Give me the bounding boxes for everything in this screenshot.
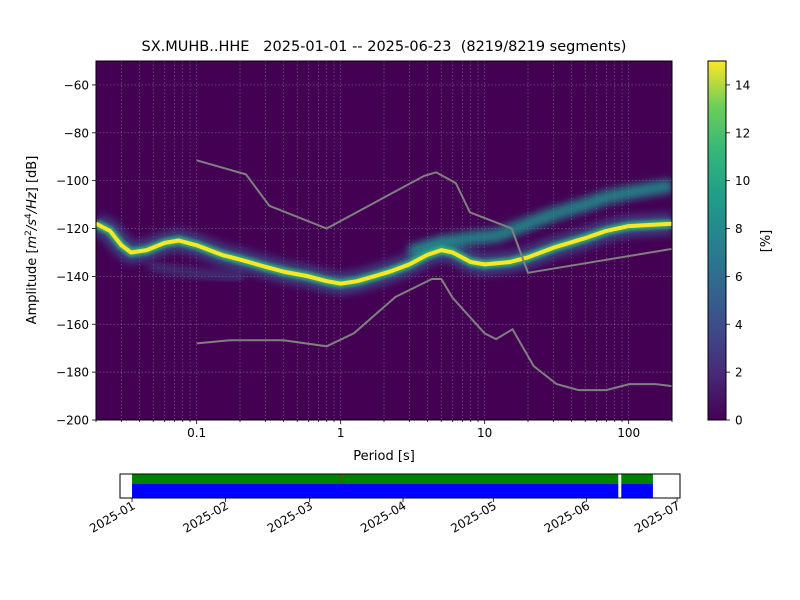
timeline-tick-label: 2025-01: [87, 498, 137, 535]
timeline-tick-label: 2025-07: [632, 498, 682, 535]
noise-model-high-line: [196, 159, 672, 274]
x-axis: 0.1 1 10 100: [95, 420, 673, 440]
colorbar-tick-label: 0: [735, 414, 743, 428]
timeline-tick-label: 2025-05: [448, 498, 498, 535]
x-tick-label: 100: [617, 426, 640, 440]
y-tick-label: −100: [56, 174, 89, 188]
timeline-tick-label: 2025-02: [180, 498, 230, 535]
chart-title: SX.MUHB..HHE 2025-01-01 -- 2025-06-23 (8…: [142, 39, 627, 55]
noise-model-low-line: [196, 278, 672, 392]
y-tick-label: −160: [56, 318, 89, 332]
y-axis-label: Amplitude [m2/s4/Hz] [dB]: [24, 156, 40, 325]
y-tick-label: −200: [56, 414, 89, 428]
coverage-bar-bottom: [132, 484, 653, 498]
colorbar-tick-label: 8: [735, 222, 743, 236]
timeline-tick-label: 2025-03: [265, 498, 315, 535]
noise-models: [196, 159, 672, 392]
timeline-tick-label: 2025-06: [542, 498, 592, 535]
psd-upper-band: [407, 178, 672, 260]
x-tick-label: 0.1: [187, 426, 206, 440]
colorbar-tick-label: 12: [735, 126, 750, 140]
timeline-tick-label: 2025-04: [358, 498, 408, 535]
colorbar-tick-label: 2: [735, 366, 743, 380]
colorbar-tick-label: 4: [735, 318, 743, 332]
colorbar-tick-label: 10: [735, 174, 750, 188]
y-tick-label: −180: [56, 366, 89, 380]
timeline-frame: [119, 473, 681, 499]
colorbar-label: [%]: [759, 230, 774, 253]
x-tick-label: 10: [477, 426, 492, 440]
colorbar: [707, 60, 727, 421]
y-tick-label: −120: [56, 222, 89, 236]
x-axis-label: Period [s]: [353, 449, 415, 464]
y-tick-label: −80: [64, 126, 89, 140]
timeline: 2025-01 2025-02 2025-03 2025-04 2025-05 2025-…: [87, 473, 682, 536]
y-tick-label: −60: [64, 78, 89, 92]
coverage-bar-top: [132, 474, 653, 484]
psd-secondary-band: [148, 261, 245, 282]
psd-mode-line: [96, 221, 672, 286]
colorbar-tick-label: 6: [735, 270, 743, 284]
coverage-gap: [618, 474, 622, 498]
colorbar-tick-label: 14: [735, 78, 750, 92]
colorbar-axis: 0 2 4 6 8 10 12 14: [726, 78, 750, 428]
x-tick-label: 1: [337, 426, 345, 440]
psd-density: [96, 178, 672, 295]
y-tick-label: −140: [56, 270, 89, 284]
y-axis: −60 −80 −100 −120 −140 −160 −180 −200: [56, 78, 96, 428]
